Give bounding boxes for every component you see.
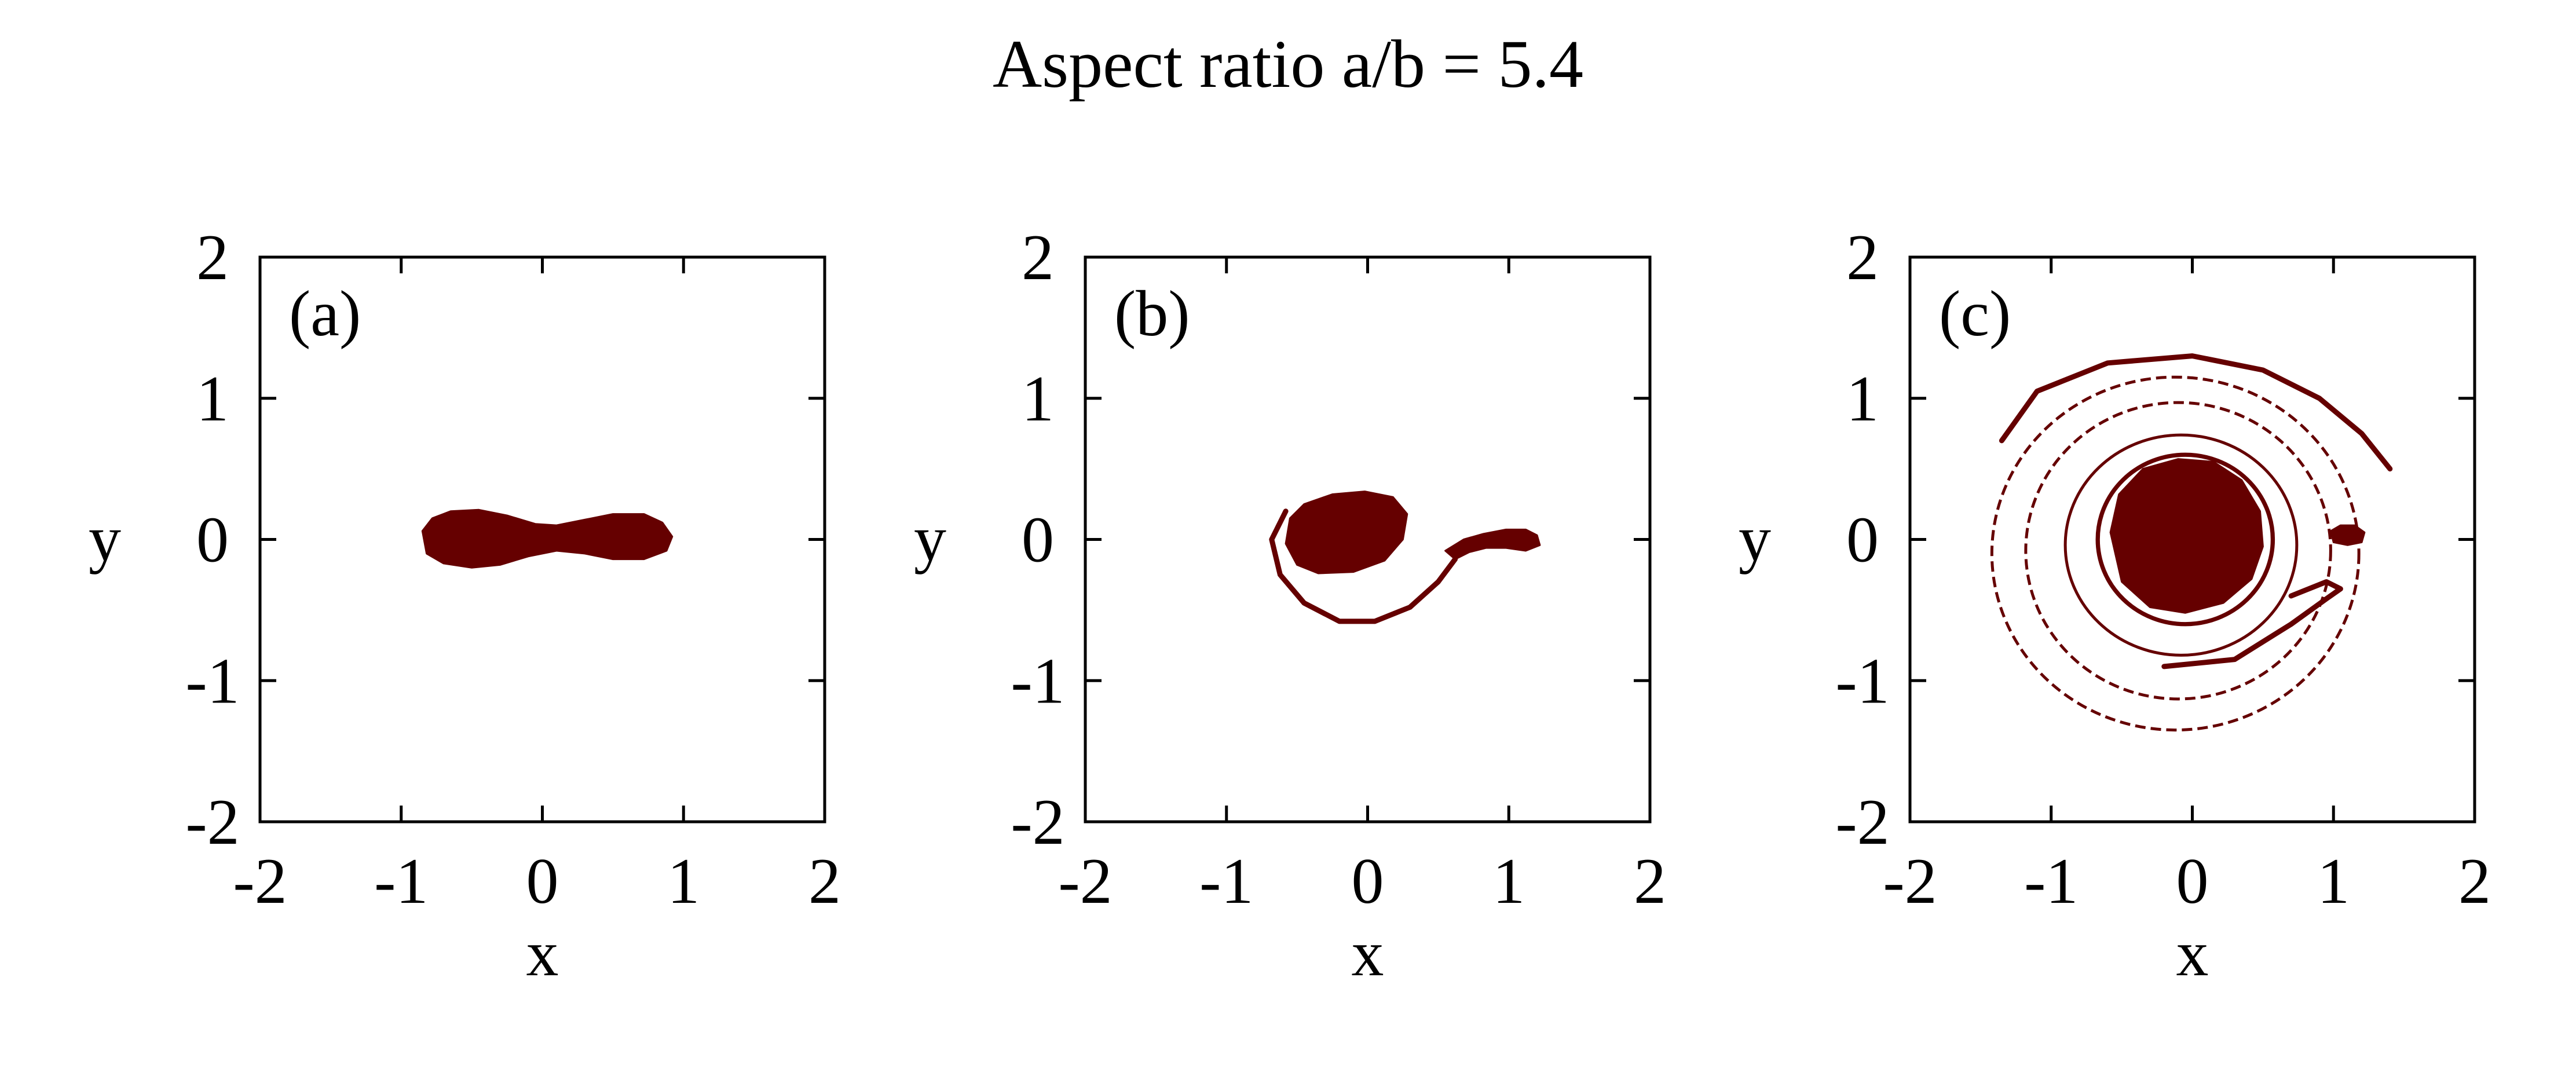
data-region-3-1: [2109, 458, 2264, 614]
data-region-2-3: [1269, 508, 1458, 624]
x-tick-label: 0: [526, 846, 559, 917]
data-region-3-7: [2161, 579, 2343, 669]
data-ring-3-2: [2095, 452, 2275, 627]
data-region-3-6: [2329, 524, 2366, 546]
y-tick-label: -1: [185, 645, 239, 717]
chart-panel-3: -2 -1 0 1 2 -2 -1 0 1 2 x y (c): [1739, 222, 2491, 990]
x-tick-label: 1: [1492, 846, 1525, 917]
y-axis-label: y: [1739, 503, 1771, 575]
data-region-2-2: [1444, 528, 1541, 561]
panel-label: (c): [1939, 278, 2011, 350]
x-tick-label: 0: [2176, 846, 2209, 917]
data-ring-3-5: [1990, 375, 2361, 732]
panel-label: (b): [1114, 278, 1190, 350]
y-tick-label: 1: [196, 363, 229, 435]
panel-label: (a): [289, 278, 361, 350]
y-tick-label: -2: [1835, 786, 1889, 858]
y-tick-label: 2: [1022, 222, 1054, 294]
y-tick-label: 0: [196, 504, 229, 576]
x-tick-label: 0: [1352, 846, 1384, 917]
y-tick-label: -2: [1011, 786, 1064, 858]
x-tick-label: 2: [1634, 846, 1666, 917]
x-tick-label: -2: [233, 846, 287, 917]
data-region-3-8: [1999, 353, 2393, 472]
data-region-1-1: [421, 508, 674, 569]
y-tick-label: 2: [1846, 222, 1879, 294]
y-tick-label: 1: [1022, 363, 1054, 435]
x-tick-label: -1: [374, 846, 428, 917]
data-ring-3-3: [2063, 433, 2299, 657]
x-tick-label: 2: [2458, 846, 2491, 917]
y-tick-label: 0: [1846, 504, 1879, 576]
y-tick-label: 1: [1846, 363, 1879, 435]
x-tick-label: 1: [2317, 846, 2350, 917]
data-ring-3-4: [2024, 401, 2332, 701]
chart-panel-2: -2 -1 0 1 2 -2 -1 0 1 2 x y (b): [914, 222, 1666, 990]
x-axis-label: x: [2176, 918, 2209, 990]
x-tick-label: 1: [667, 846, 700, 917]
x-axis-label: x: [526, 918, 559, 990]
y-tick-label: 0: [1022, 504, 1054, 576]
x-tick-label: -2: [1883, 846, 1937, 917]
figure-title: Aspect ratio a/b = 5.4: [993, 26, 1583, 102]
y-tick-label: -2: [185, 786, 239, 858]
x-tick-label: 2: [808, 846, 841, 917]
y-axis-label: y: [914, 503, 946, 575]
y-tick-label: -1: [1011, 645, 1064, 717]
y-axis-label: y: [89, 503, 121, 575]
x-tick-label: -1: [2024, 846, 2078, 917]
data-region-2-1: [1285, 491, 1408, 574]
x-axis-label: x: [1352, 918, 1384, 990]
x-tick-label: -1: [1199, 846, 1253, 917]
y-tick-label: 2: [196, 222, 229, 294]
chart-panel-1: -2 -1 0 1 2 -2 -1 0 1 2 x y (a): [89, 222, 841, 990]
y-tick-label: -1: [1835, 645, 1889, 717]
x-tick-label: -2: [1058, 846, 1112, 917]
